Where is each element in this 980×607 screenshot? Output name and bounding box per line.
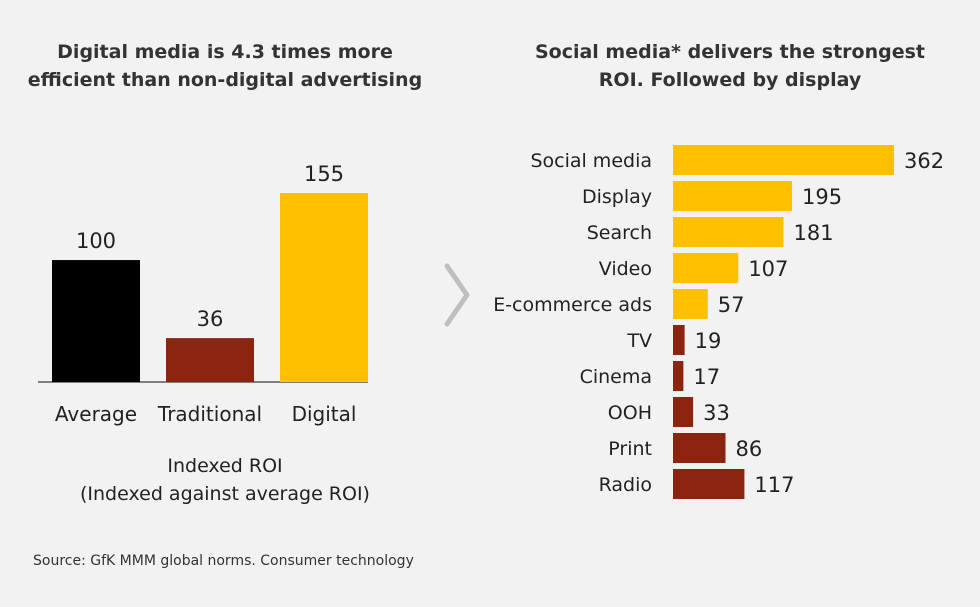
- hbar-value-video: 107: [748, 257, 788, 281]
- bar-traditional: [166, 338, 254, 382]
- left-xlabel-line-1: Indexed ROI: [167, 455, 283, 477]
- y-tick-display: Display: [582, 186, 652, 208]
- hbar-tv: [673, 325, 685, 355]
- right-chart-title: Social media* delivers the strongest ROI…: [505, 38, 955, 94]
- y-tick-radio: Radio: [599, 474, 652, 496]
- hbar-print: [673, 433, 726, 463]
- right-title-line-1: Social media* delivers the strongest: [534, 41, 926, 63]
- y-tick-e-commerce-ads: E-commerce ads: [493, 294, 652, 316]
- hbar-ooh: [673, 397, 694, 427]
- hbar-display: [673, 181, 793, 211]
- bar-value-digital: 155: [304, 162, 344, 186]
- y-tick-cinema: Cinema: [580, 366, 652, 388]
- bar-value-traditional: 36: [197, 307, 224, 331]
- hbar-social-media: [673, 145, 894, 175]
- y-tick-search: Search: [587, 222, 652, 244]
- left-chart-title: Digital media is 4.3 times more efficien…: [20, 38, 430, 94]
- hbar-search: [673, 217, 784, 247]
- right-title-line-2: ROI. Followed by display: [598, 69, 862, 91]
- left-title-line-2: efficient than non-digital advertising: [27, 69, 423, 91]
- y-tick-social-media: Social media: [530, 150, 652, 172]
- hbar-value-print: 86: [736, 437, 763, 461]
- left-xlabel-line-2: (Indexed against average ROI): [80, 483, 370, 505]
- hbar-value-social-media: 362: [904, 149, 944, 173]
- y-tick-print: Print: [608, 438, 652, 460]
- left-title-line-1: Digital media is 4.3 times more: [57, 41, 393, 63]
- hbar-video: [673, 253, 739, 283]
- x-tick-digital: Digital: [292, 402, 357, 426]
- hbar-radio: [673, 469, 745, 499]
- hbar-value-tv: 19: [695, 329, 722, 353]
- source-note: Source: GfK MMM global norms. Consumer t…: [33, 553, 414, 569]
- chevron-right-icon: [444, 263, 470, 327]
- hbar-value-cinema: 17: [693, 365, 720, 389]
- x-tick-traditional: Traditional: [157, 402, 262, 426]
- bar-digital: [280, 193, 368, 382]
- hbar-value-radio: 117: [754, 473, 794, 497]
- y-tick-tv: TV: [626, 330, 652, 352]
- bar-average: [52, 260, 140, 382]
- x-tick-average: Average: [55, 402, 137, 426]
- hbar-value-display: 195: [802, 185, 842, 209]
- hbar-cinema: [673, 361, 684, 391]
- y-tick-video: Video: [599, 258, 652, 280]
- y-tick-ooh: OOH: [608, 402, 652, 424]
- hbar-value-search: 181: [794, 221, 834, 245]
- bar-value-average: 100: [76, 229, 116, 253]
- hbar-value-e-commerce-ads: 57: [718, 293, 745, 317]
- hbar-value-ooh: 33: [703, 401, 730, 425]
- hbar-e-commerce-ads: [673, 289, 708, 319]
